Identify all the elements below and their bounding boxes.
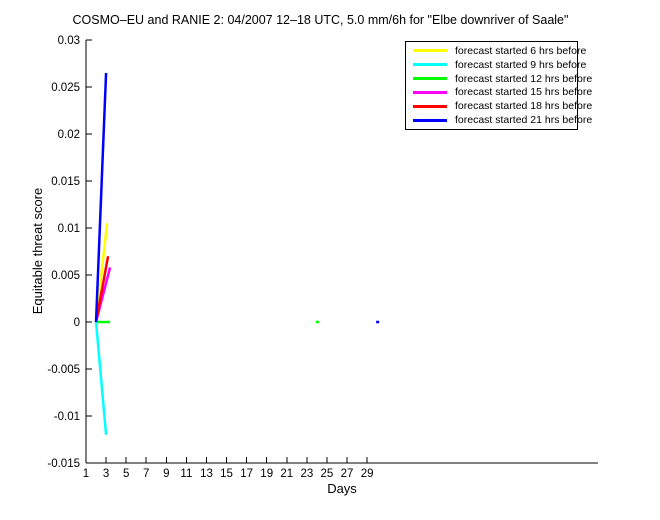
- x-tick-label: 29: [361, 468, 374, 480]
- legend-row-2: forecast started 12 hrs before: [406, 72, 592, 85]
- x-tick-label: 13: [200, 468, 213, 480]
- y-tick-label: -0.01: [54, 411, 80, 423]
- x-axis-label: Days: [327, 481, 357, 496]
- y-tick-label: 0.005: [51, 270, 80, 282]
- legend-label-0: forecast started 6 hrs before: [455, 44, 587, 57]
- legend-line-sample-3: [413, 90, 447, 94]
- legend-line-sample-0: [413, 49, 447, 53]
- y-axis-label: Equitable threat score: [30, 187, 45, 315]
- legend-label-4: forecast started 18 hrs before: [455, 100, 593, 113]
- y-tick-label: 0.025: [51, 82, 80, 94]
- y-tick-label: -0.005: [47, 364, 80, 376]
- series-line-1: [94, 321, 108, 435]
- legend-line-sample-1: [413, 63, 447, 67]
- x-tick-label: 15: [220, 468, 233, 480]
- x-tick-label: 23: [300, 468, 313, 480]
- legend-row-5: forecast started 21 hrs before: [406, 114, 592, 127]
- legend-label-1: forecast started 9 hrs before: [455, 58, 587, 71]
- series-line-4: [94, 255, 110, 323]
- legend-row-1: forecast started 9 hrs before: [406, 58, 586, 71]
- y-tick-label: 0: [74, 317, 80, 329]
- legend-label-2: forecast started 12 hrs before: [455, 72, 593, 85]
- x-tick-label: 21: [280, 468, 293, 480]
- x-tick-label: 25: [321, 468, 334, 480]
- legend-label-5: forecast started 21 hrs before: [455, 114, 593, 127]
- legend-line-sample-2: [413, 77, 447, 81]
- x-tick-label: 3: [103, 468, 109, 480]
- legend-row-4: forecast started 18 hrs before: [406, 100, 592, 113]
- series-line-5: [94, 72, 108, 323]
- y-tick-label: 0.02: [58, 129, 80, 141]
- chart-title: COSMO–EU and RANIE 2: 04/2007 12–18 UTC,…: [72, 13, 569, 27]
- x-tick-label: 17: [240, 468, 253, 480]
- legend-label-3: forecast started 15 hrs before: [455, 86, 593, 99]
- y-tick-label: 0.01: [58, 223, 80, 235]
- legend-line-sample-5: [413, 118, 447, 122]
- y-tick-label: 0.03: [58, 35, 80, 47]
- x-tick-label: 11: [180, 468, 192, 480]
- x-tick-label: 1: [83, 468, 89, 480]
- legend: forecast started 6 hrs before forecast st…: [405, 41, 592, 130]
- legend-row-3: forecast started 15 hrs before: [406, 86, 592, 99]
- x-tick-label: 7: [143, 468, 149, 480]
- y-tick-label: -0.015: [47, 458, 80, 470]
- x-tick-label: 9: [163, 468, 169, 480]
- x-tick-label: 19: [260, 468, 273, 480]
- x-tick-label: 27: [341, 468, 354, 480]
- x-tick-label: 5: [123, 468, 129, 480]
- y-tick-label: 0.015: [51, 176, 80, 188]
- legend-row-0: forecast started 6 hrs before: [406, 44, 586, 57]
- legend-line-sample-4: [413, 104, 447, 108]
